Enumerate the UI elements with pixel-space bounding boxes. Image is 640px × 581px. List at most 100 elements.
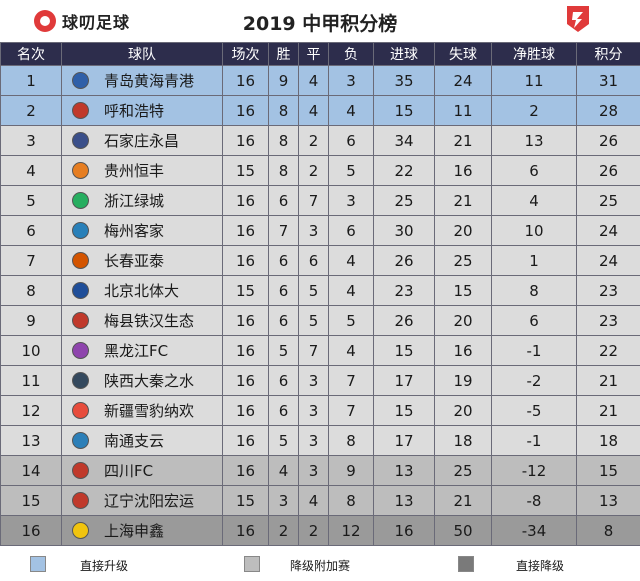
cell-rank: 11 <box>0 365 62 396</box>
cell-ga: 16 <box>434 335 492 366</box>
team-cell: 黑龙江FC <box>61 335 223 366</box>
table-row[interactable]: 14 四川FC 16 4 3 9 13 25 -12 15 <box>0 455 640 486</box>
cell-gd: 11 <box>491 65 577 96</box>
team-cell: 陕西大秦之水 <box>61 365 223 396</box>
cell-gf: 16 <box>373 515 435 546</box>
column-header[interactable]: 场次 <box>222 42 269 66</box>
table-row[interactable]: 8 北京北体大 15 6 5 4 23 15 8 23 <box>0 275 640 306</box>
team-name[interactable]: 浙江绿城 <box>104 192 165 210</box>
table-row[interactable]: 16 上海申鑫 16 2 2 12 16 50 -34 8 <box>0 515 640 546</box>
cell-pts: 26 <box>576 155 640 186</box>
table-row[interactable]: 11 陕西大秦之水 16 6 3 7 17 19 -2 21 <box>0 365 640 396</box>
team-name[interactable]: 梅县铁汉生态 <box>104 312 195 330</box>
team-name[interactable]: 新疆雪豹纳欢 <box>104 402 195 420</box>
team-name[interactable]: 呼和浩特 <box>104 102 165 120</box>
table-row[interactable]: 10 黑龙江FC 16 5 7 4 15 16 -1 22 <box>0 335 640 366</box>
cell-draw: 4 <box>298 485 329 516</box>
team-crest-icon <box>72 342 89 359</box>
cell-rank: 1 <box>0 65 62 96</box>
cell-gd: -1 <box>491 335 577 366</box>
cell-gf: 15 <box>373 335 435 366</box>
cell-gd: 6 <box>491 305 577 336</box>
table-row[interactable]: 7 长春亚泰 16 6 6 4 26 25 1 24 <box>0 245 640 276</box>
team-name[interactable]: 南通支云 <box>104 432 165 450</box>
cell-draw: 2 <box>298 125 329 156</box>
cell-pts: 24 <box>576 215 640 246</box>
table-row[interactable]: 6 梅州客家 16 7 3 6 30 20 10 24 <box>0 215 640 246</box>
cell-win: 6 <box>268 365 299 396</box>
legend-label-relegation: 直接降级 <box>516 559 565 573</box>
cell-gf: 15 <box>373 95 435 126</box>
cell-loss: 7 <box>328 395 374 426</box>
cell-pts: 28 <box>576 95 640 126</box>
column-header[interactable]: 进球 <box>373 42 435 66</box>
table-row[interactable]: 13 南通支云 16 5 3 8 17 18 -1 18 <box>0 425 640 456</box>
team-name[interactable]: 黑龙江FC <box>104 342 169 360</box>
cell-ga: 21 <box>434 185 492 216</box>
column-header[interactable]: 失球 <box>434 42 492 66</box>
cell-loss: 8 <box>328 485 374 516</box>
cell-ga: 11 <box>434 95 492 126</box>
table-row[interactable]: 3 石家庄永昌 16 8 2 6 34 21 13 26 <box>0 125 640 156</box>
team-name[interactable]: 上海申鑫 <box>104 522 165 540</box>
team-crest-icon <box>72 462 89 479</box>
cell-rank: 5 <box>0 185 62 216</box>
cell-loss: 7 <box>328 365 374 396</box>
standings-table: 名次 球队 场次胜平负进球 失球 净胜球 积分 1 青岛黄海青港 16 9 4 3 35 24 11 31 2… <box>0 42 640 546</box>
cell-loss: 12 <box>328 515 374 546</box>
cell-win: 6 <box>268 245 299 276</box>
cell-loss: 4 <box>328 275 374 306</box>
column-header[interactable]: 胜 <box>268 42 299 66</box>
page-title: 2019 中甲积分榜 <box>242 13 398 35</box>
cell-gd: 4 <box>491 185 577 216</box>
cell-loss: 3 <box>328 185 374 216</box>
team-name[interactable]: 贵州恒丰 <box>104 162 165 180</box>
column-header[interactable]: 负 <box>328 42 374 66</box>
table-row[interactable]: 15 辽宁沈阳宏运 15 3 4 8 13 21 -8 13 <box>0 485 640 516</box>
cell-played: 16 <box>222 335 269 366</box>
team-name[interactable]: 辽宁沈阳宏运 <box>104 492 195 510</box>
cell-win: 8 <box>268 125 299 156</box>
column-header[interactable]: 净胜球 <box>491 42 577 66</box>
cell-pts: 24 <box>576 245 640 276</box>
column-header[interactable]: 积分 <box>576 42 640 66</box>
table-row[interactable]: 2 呼和浩特 16 8 4 4 15 11 2 28 <box>0 95 640 126</box>
cell-gd: -5 <box>491 395 577 426</box>
cell-win: 3 <box>268 485 299 516</box>
team-name[interactable]: 陕西大秦之水 <box>104 372 195 390</box>
table-row[interactable]: 1 青岛黄海青港 16 9 4 3 35 24 11 31 <box>0 65 640 96</box>
legend-label-promotion: 直接升级 <box>80 559 129 573</box>
team-name[interactable]: 石家庄永昌 <box>104 132 180 150</box>
table-row[interactable]: 4 贵州恒丰 15 8 2 5 22 16 6 26 <box>0 155 640 186</box>
team-cell: 贵州恒丰 <box>61 155 223 186</box>
brand-logo[interactable]: 球叨足球 <box>34 9 130 33</box>
cell-played: 16 <box>222 305 269 336</box>
column-header[interactable]: 球队 <box>61 42 223 66</box>
team-cell: 北京北体大 <box>61 275 223 306</box>
cell-ga: 19 <box>434 365 492 396</box>
cell-draw: 7 <box>298 335 329 366</box>
team-name[interactable]: 梅州客家 <box>104 222 165 240</box>
cell-loss: 4 <box>328 95 374 126</box>
team-name[interactable]: 青岛黄海青港 <box>104 72 195 90</box>
team-name[interactable]: 四川FC <box>104 462 154 480</box>
cell-win: 6 <box>268 185 299 216</box>
table-header-row: 名次 球队 场次胜平负进球 失球 净胜球 积分 <box>0 42 640 66</box>
legend-swatch-relegation <box>458 556 474 572</box>
cell-loss: 6 <box>328 215 374 246</box>
cell-played: 16 <box>222 455 269 486</box>
cell-win: 8 <box>268 155 299 186</box>
cell-ga: 18 <box>434 425 492 456</box>
cell-loss: 8 <box>328 425 374 456</box>
team-name[interactable]: 北京北体大 <box>104 282 180 300</box>
cell-pts: 21 <box>576 395 640 426</box>
cell-pts: 13 <box>576 485 640 516</box>
column-header[interactable]: 名次 <box>0 42 62 66</box>
cell-gf: 26 <box>373 305 435 336</box>
cell-pts: 23 <box>576 275 640 306</box>
table-row[interactable]: 5 浙江绿城 16 6 7 3 25 21 4 25 <box>0 185 640 216</box>
table-row[interactable]: 9 梅县铁汉生态 16 6 5 5 26 20 6 23 <box>0 305 640 336</box>
team-name[interactable]: 长春亚泰 <box>104 252 165 270</box>
table-row[interactable]: 12 新疆雪豹纳欢 16 6 3 7 15 20 -5 21 <box>0 395 640 426</box>
column-header[interactable]: 平 <box>298 42 329 66</box>
